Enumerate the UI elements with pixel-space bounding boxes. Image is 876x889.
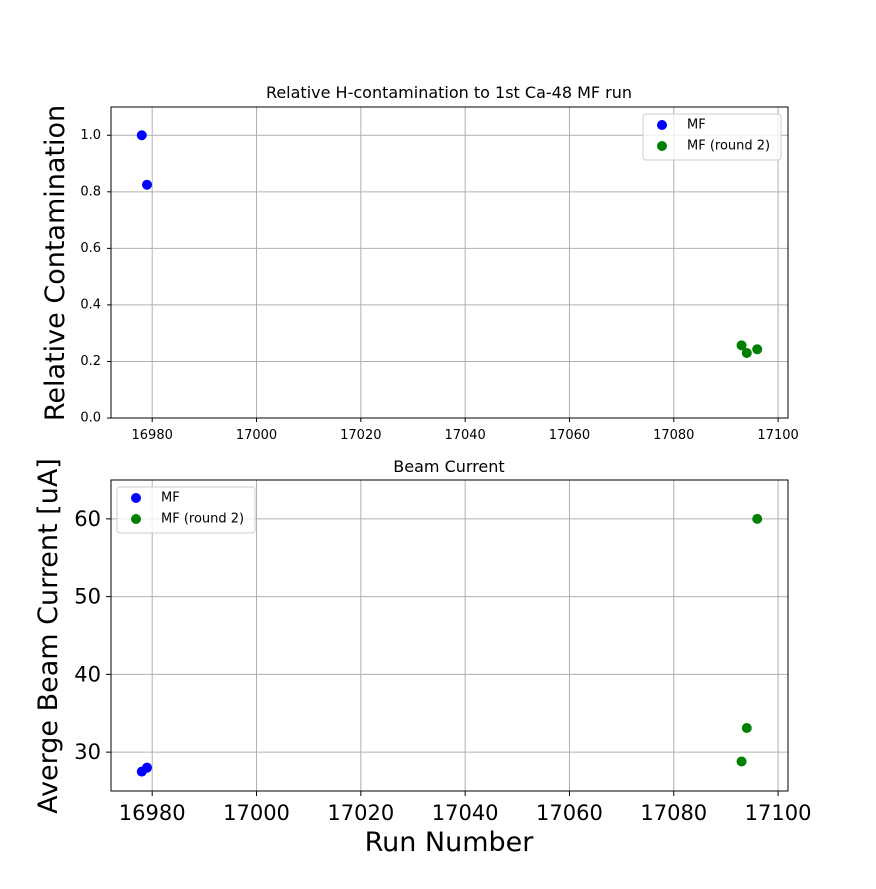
data-point	[752, 344, 763, 355]
x-tick-label: 17060	[536, 801, 603, 825]
data-point	[736, 756, 747, 767]
beam-current-x-axis-label: Run Number	[365, 827, 535, 858]
beam-current-chart: Beam Current Averge Beam Current [uA] Ru…	[33, 457, 811, 858]
x-tick-label: 17080	[640, 801, 707, 825]
legend: MF MF (round 2)	[116, 486, 256, 534]
x-tick-label: 17040	[432, 801, 499, 825]
series-mf	[136, 130, 152, 190]
legend-label: MF	[687, 118, 706, 133]
legend-marker	[131, 514, 141, 524]
x-tick-label: 17100	[757, 428, 798, 443]
data-point	[141, 762, 152, 773]
legend-label: MF (round 2)	[687, 139, 770, 154]
data-point	[741, 347, 752, 358]
x-tick-label: 16980	[132, 428, 173, 443]
series-mf-round-2	[736, 340, 763, 358]
contamination-chart: Relative H-contamination to 1st Ca-48 MF…	[40, 83, 799, 443]
x-tick-label: 17000	[223, 801, 290, 825]
legend-marker	[657, 120, 667, 130]
y-tick-label: 0.4	[80, 297, 101, 312]
x-tick-label: 16980	[119, 801, 186, 825]
data-point	[752, 513, 763, 524]
series-mf	[136, 762, 152, 777]
legend-box	[116, 486, 256, 534]
data-point	[141, 179, 152, 190]
beam-current-chart-title: Beam Current	[393, 457, 504, 476]
legend: MF MF (round 2)	[642, 113, 782, 161]
series-mf-round-2	[736, 513, 763, 767]
contamination-y-axis-label: Relative Contamination	[40, 105, 71, 421]
data-point	[741, 723, 752, 734]
beam-current-y-axis-label: Averge Beam Current [uA]	[33, 458, 64, 814]
x-tick-label: 17040	[444, 428, 485, 443]
y-tick-label: 50	[74, 585, 101, 609]
y-tick-label: 40	[74, 662, 101, 686]
legend-marker	[657, 141, 667, 151]
x-tick-label: 17060	[549, 428, 590, 443]
x-tick-label: 17000	[236, 428, 277, 443]
plot-frame	[110, 479, 789, 792]
x-tick-label: 17080	[653, 428, 694, 443]
y-tick-label: 1.0	[80, 128, 101, 143]
data-point	[136, 130, 147, 141]
legend-label: MF (round 2)	[161, 512, 244, 527]
contamination-chart-title: Relative H-contamination to 1st Ca-48 MF…	[266, 83, 632, 102]
x-tick-label: 17020	[340, 428, 381, 443]
legend-box	[642, 113, 782, 161]
plot-frame	[110, 106, 789, 419]
y-tick-label: 0.8	[80, 184, 101, 199]
data-point	[736, 340, 747, 351]
y-tick-label: 0.0	[80, 411, 101, 426]
x-tick-label: 17020	[327, 801, 394, 825]
gridlines	[111, 480, 788, 791]
y-tick-label: 60	[74, 507, 101, 531]
y-tick-label: 0.2	[80, 354, 101, 369]
x-tick-label: 17100	[745, 801, 812, 825]
legend-label: MF	[161, 491, 180, 506]
y-tick-label: 0.6	[80, 241, 101, 256]
y-tick-label: 30	[74, 740, 101, 764]
legend-marker	[131, 493, 141, 503]
